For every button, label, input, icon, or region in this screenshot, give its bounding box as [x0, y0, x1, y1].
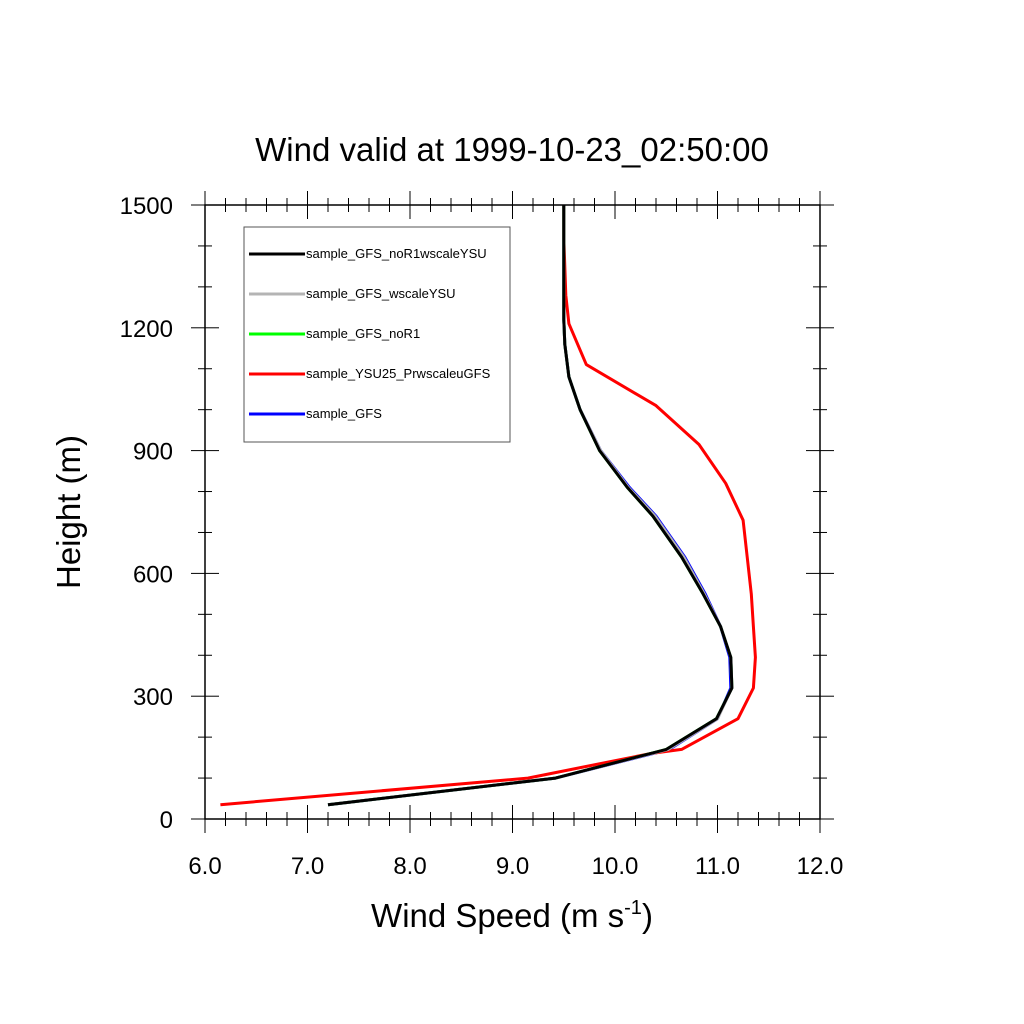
legend: sample_GFS_noR1wscaleYSU sample_GFS_wscal…: [243, 226, 511, 443]
x-tick-labels: 6.0 7.0 8.0 9.0 10.0 11.0 12.0: [188, 853, 843, 880]
x-axis-label-main: Wind Speed (m s: [371, 897, 624, 934]
y-tick-label: 300: [133, 684, 173, 711]
plot-frame: [204, 204, 821, 820]
legend-label: sample_GFS_wscaleYSU: [306, 286, 456, 301]
axis-ticks: [191, 191, 834, 833]
x-tick-label: 11.0: [695, 853, 740, 880]
x-tick-label: 10.0: [592, 853, 639, 880]
y-tick-label: 900: [133, 439, 173, 466]
y-tick-label: 1500: [120, 193, 173, 220]
y-tick-label: 1200: [120, 316, 173, 343]
y-tick-label: 600: [133, 561, 173, 588]
x-tick-label: 7.0: [291, 853, 324, 880]
legend-label: sample_GFS_noR1wscaleYSU: [306, 246, 487, 261]
x-tick-label: 6.0: [188, 853, 221, 880]
legend-label: sample_GFS_noR1: [306, 326, 420, 341]
x-axis-label-superscript: -1: [624, 897, 642, 919]
series-line-sample_YSU25_PrwscaleuGFS: [220, 205, 757, 807]
chart-title: Wind valid at 1999-10-23_02:50:00: [255, 131, 769, 168]
legend-label: sample_GFS: [306, 406, 382, 421]
y-tick-labels: 0 300 600 900 1200 1500: [120, 193, 173, 834]
legend-label: sample_YSU25_PrwscaleuGFS: [306, 366, 491, 381]
x-axis-label: Wind Speed (m s-1): [371, 897, 653, 934]
x-tick-label: 9.0: [496, 853, 529, 880]
x-tick-label: 8.0: [393, 853, 426, 880]
x-axis-label-end: ): [642, 897, 653, 934]
series-line-sample_GFS_noR1wscaleYSU: [327, 205, 734, 807]
y-tick-label: 0: [160, 807, 173, 834]
y-axis-label: Height (m): [50, 435, 87, 589]
x-tick-label: 12.0: [797, 853, 844, 880]
series-lines: [220, 205, 757, 807]
